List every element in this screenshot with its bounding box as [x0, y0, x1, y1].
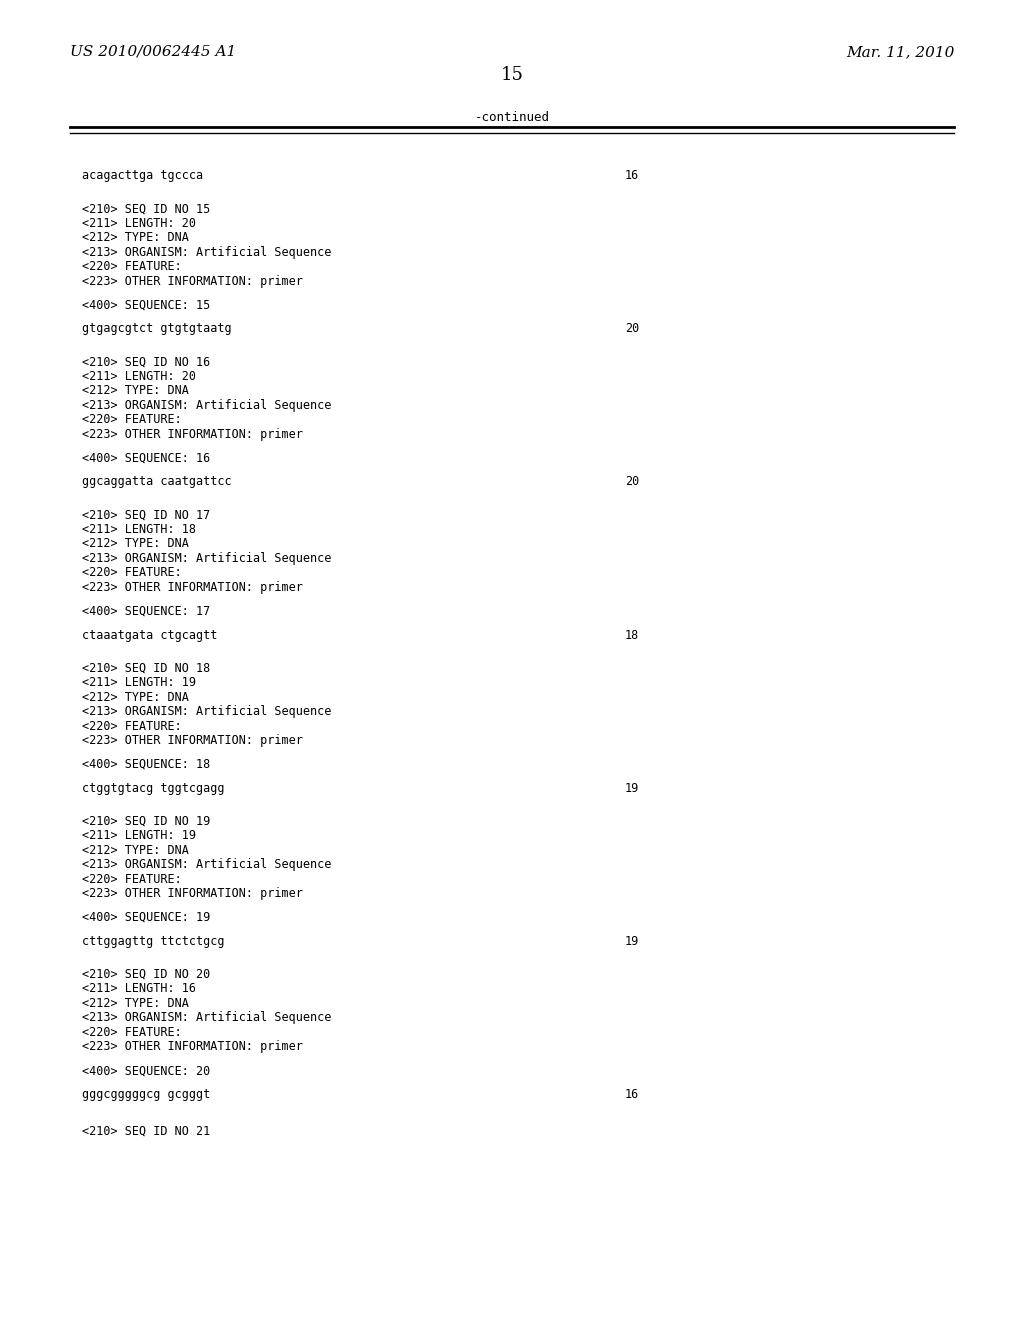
Text: <220> FEATURE:: <220> FEATURE:: [82, 260, 181, 273]
Text: <211> LENGTH: 19: <211> LENGTH: 19: [82, 676, 196, 689]
Text: <210> SEQ ID NO 17: <210> SEQ ID NO 17: [82, 508, 210, 521]
Text: <211> LENGTH: 16: <211> LENGTH: 16: [82, 982, 196, 995]
Text: <213> ORGANISM: Artificial Sequence: <213> ORGANISM: Artificial Sequence: [82, 858, 332, 871]
Text: <212> TYPE: DNA: <212> TYPE: DNA: [82, 843, 188, 857]
Text: <220> FEATURE:: <220> FEATURE:: [82, 719, 181, 733]
Text: <223> OTHER INFORMATION: primer: <223> OTHER INFORMATION: primer: [82, 1040, 303, 1053]
Text: 16: 16: [625, 1088, 639, 1101]
Text: ctggtgtacg tggtcgagg: ctggtgtacg tggtcgagg: [82, 781, 224, 795]
Text: <400> SEQUENCE: 20: <400> SEQUENCE: 20: [82, 1064, 210, 1077]
Text: gtgagcgtct gtgtgtaatg: gtgagcgtct gtgtgtaatg: [82, 322, 231, 335]
Text: <210> SEQ ID NO 16: <210> SEQ ID NO 16: [82, 355, 210, 368]
Text: 16: 16: [625, 169, 639, 182]
Text: <220> FEATURE:: <220> FEATURE:: [82, 873, 181, 886]
Text: <400> SEQUENCE: 15: <400> SEQUENCE: 15: [82, 298, 210, 312]
Text: ctaaatgata ctgcagtt: ctaaatgata ctgcagtt: [82, 628, 217, 642]
Text: <220> FEATURE:: <220> FEATURE:: [82, 413, 181, 426]
Text: <210> SEQ ID NO 21: <210> SEQ ID NO 21: [82, 1125, 210, 1138]
Text: <212> TYPE: DNA: <212> TYPE: DNA: [82, 231, 188, 244]
Text: ggcaggatta caatgattcc: ggcaggatta caatgattcc: [82, 475, 231, 488]
Text: <213> ORGANISM: Artificial Sequence: <213> ORGANISM: Artificial Sequence: [82, 399, 332, 412]
Text: <213> ORGANISM: Artificial Sequence: <213> ORGANISM: Artificial Sequence: [82, 705, 332, 718]
Text: <400> SEQUENCE: 17: <400> SEQUENCE: 17: [82, 605, 210, 618]
Text: <400> SEQUENCE: 16: <400> SEQUENCE: 16: [82, 451, 210, 465]
Text: Mar. 11, 2010: Mar. 11, 2010: [846, 45, 954, 59]
Text: gggcgggggcg gcgggt: gggcgggggcg gcgggt: [82, 1088, 210, 1101]
Text: <213> ORGANISM: Artificial Sequence: <213> ORGANISM: Artificial Sequence: [82, 1011, 332, 1024]
Text: 18: 18: [625, 628, 639, 642]
Text: <223> OTHER INFORMATION: primer: <223> OTHER INFORMATION: primer: [82, 428, 303, 441]
Text: <223> OTHER INFORMATION: primer: <223> OTHER INFORMATION: primer: [82, 734, 303, 747]
Text: acagacttga tgccca: acagacttga tgccca: [82, 169, 203, 182]
Text: <210> SEQ ID NO 19: <210> SEQ ID NO 19: [82, 814, 210, 828]
Text: -continued: -continued: [474, 111, 550, 124]
Text: <220> FEATURE:: <220> FEATURE:: [82, 566, 181, 579]
Text: <211> LENGTH: 19: <211> LENGTH: 19: [82, 829, 196, 842]
Text: <223> OTHER INFORMATION: primer: <223> OTHER INFORMATION: primer: [82, 887, 303, 900]
Text: <213> ORGANISM: Artificial Sequence: <213> ORGANISM: Artificial Sequence: [82, 246, 332, 259]
Text: <400> SEQUENCE: 18: <400> SEQUENCE: 18: [82, 758, 210, 771]
Text: <220> FEATURE:: <220> FEATURE:: [82, 1026, 181, 1039]
Text: <212> TYPE: DNA: <212> TYPE: DNA: [82, 537, 188, 550]
Text: <213> ORGANISM: Artificial Sequence: <213> ORGANISM: Artificial Sequence: [82, 552, 332, 565]
Text: <210> SEQ ID NO 18: <210> SEQ ID NO 18: [82, 661, 210, 675]
Text: <223> OTHER INFORMATION: primer: <223> OTHER INFORMATION: primer: [82, 275, 303, 288]
Text: cttggagttg ttctctgcg: cttggagttg ttctctgcg: [82, 935, 224, 948]
Text: US 2010/0062445 A1: US 2010/0062445 A1: [70, 45, 236, 59]
Text: <212> TYPE: DNA: <212> TYPE: DNA: [82, 384, 188, 397]
Text: 15: 15: [501, 66, 523, 84]
Text: 20: 20: [625, 322, 639, 335]
Text: 19: 19: [625, 781, 639, 795]
Text: <212> TYPE: DNA: <212> TYPE: DNA: [82, 690, 188, 704]
Text: <211> LENGTH: 18: <211> LENGTH: 18: [82, 523, 196, 536]
Text: <212> TYPE: DNA: <212> TYPE: DNA: [82, 997, 188, 1010]
Text: <223> OTHER INFORMATION: primer: <223> OTHER INFORMATION: primer: [82, 581, 303, 594]
Text: <400> SEQUENCE: 19: <400> SEQUENCE: 19: [82, 911, 210, 924]
Text: <210> SEQ ID NO 15: <210> SEQ ID NO 15: [82, 202, 210, 215]
Text: <210> SEQ ID NO 20: <210> SEQ ID NO 20: [82, 968, 210, 981]
Text: 20: 20: [625, 475, 639, 488]
Text: <211> LENGTH: 20: <211> LENGTH: 20: [82, 216, 196, 230]
Text: <211> LENGTH: 20: <211> LENGTH: 20: [82, 370, 196, 383]
Text: 19: 19: [625, 935, 639, 948]
